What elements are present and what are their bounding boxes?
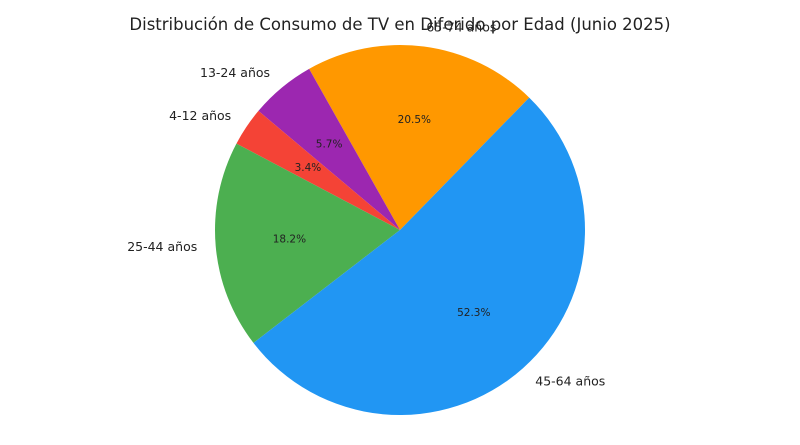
pie-slice-label-2: 4-12 años	[169, 108, 231, 123]
pie-slice-label-4: 45-64 años	[535, 374, 605, 389]
pie-slice-3	[214, 143, 400, 343]
pie-slice-pct-label-0: 20.5%	[398, 114, 431, 126]
pie-slice-4	[253, 97, 585, 415]
pie-slice-label-3: 25-44 años	[127, 239, 197, 254]
pie-slices	[214, 44, 585, 415]
pie-labels: 20.5% 65-74 años 5.7% 13-24 años 3.4% 4-12 añ…	[127, 20, 605, 389]
pie-slice-pct-label-1: 5.7%	[316, 139, 343, 151]
pie-slice-pct-label-2: 3.4%	[295, 162, 322, 174]
pie-slice-1	[258, 68, 400, 231]
pie-slice-0	[309, 44, 530, 230]
pie-slice-label-1: 13-24 años	[200, 65, 270, 80]
pie-slice-2	[236, 110, 400, 230]
pie-slice-pct-label-4: 52.3%	[457, 307, 490, 319]
pie-slice-label-0: 65-74 años	[426, 20, 496, 35]
chart-title: Distribución de Consumo de TV en Diferid…	[129, 15, 670, 34]
pie-slice-pct-label-3: 18.2%	[273, 233, 306, 245]
